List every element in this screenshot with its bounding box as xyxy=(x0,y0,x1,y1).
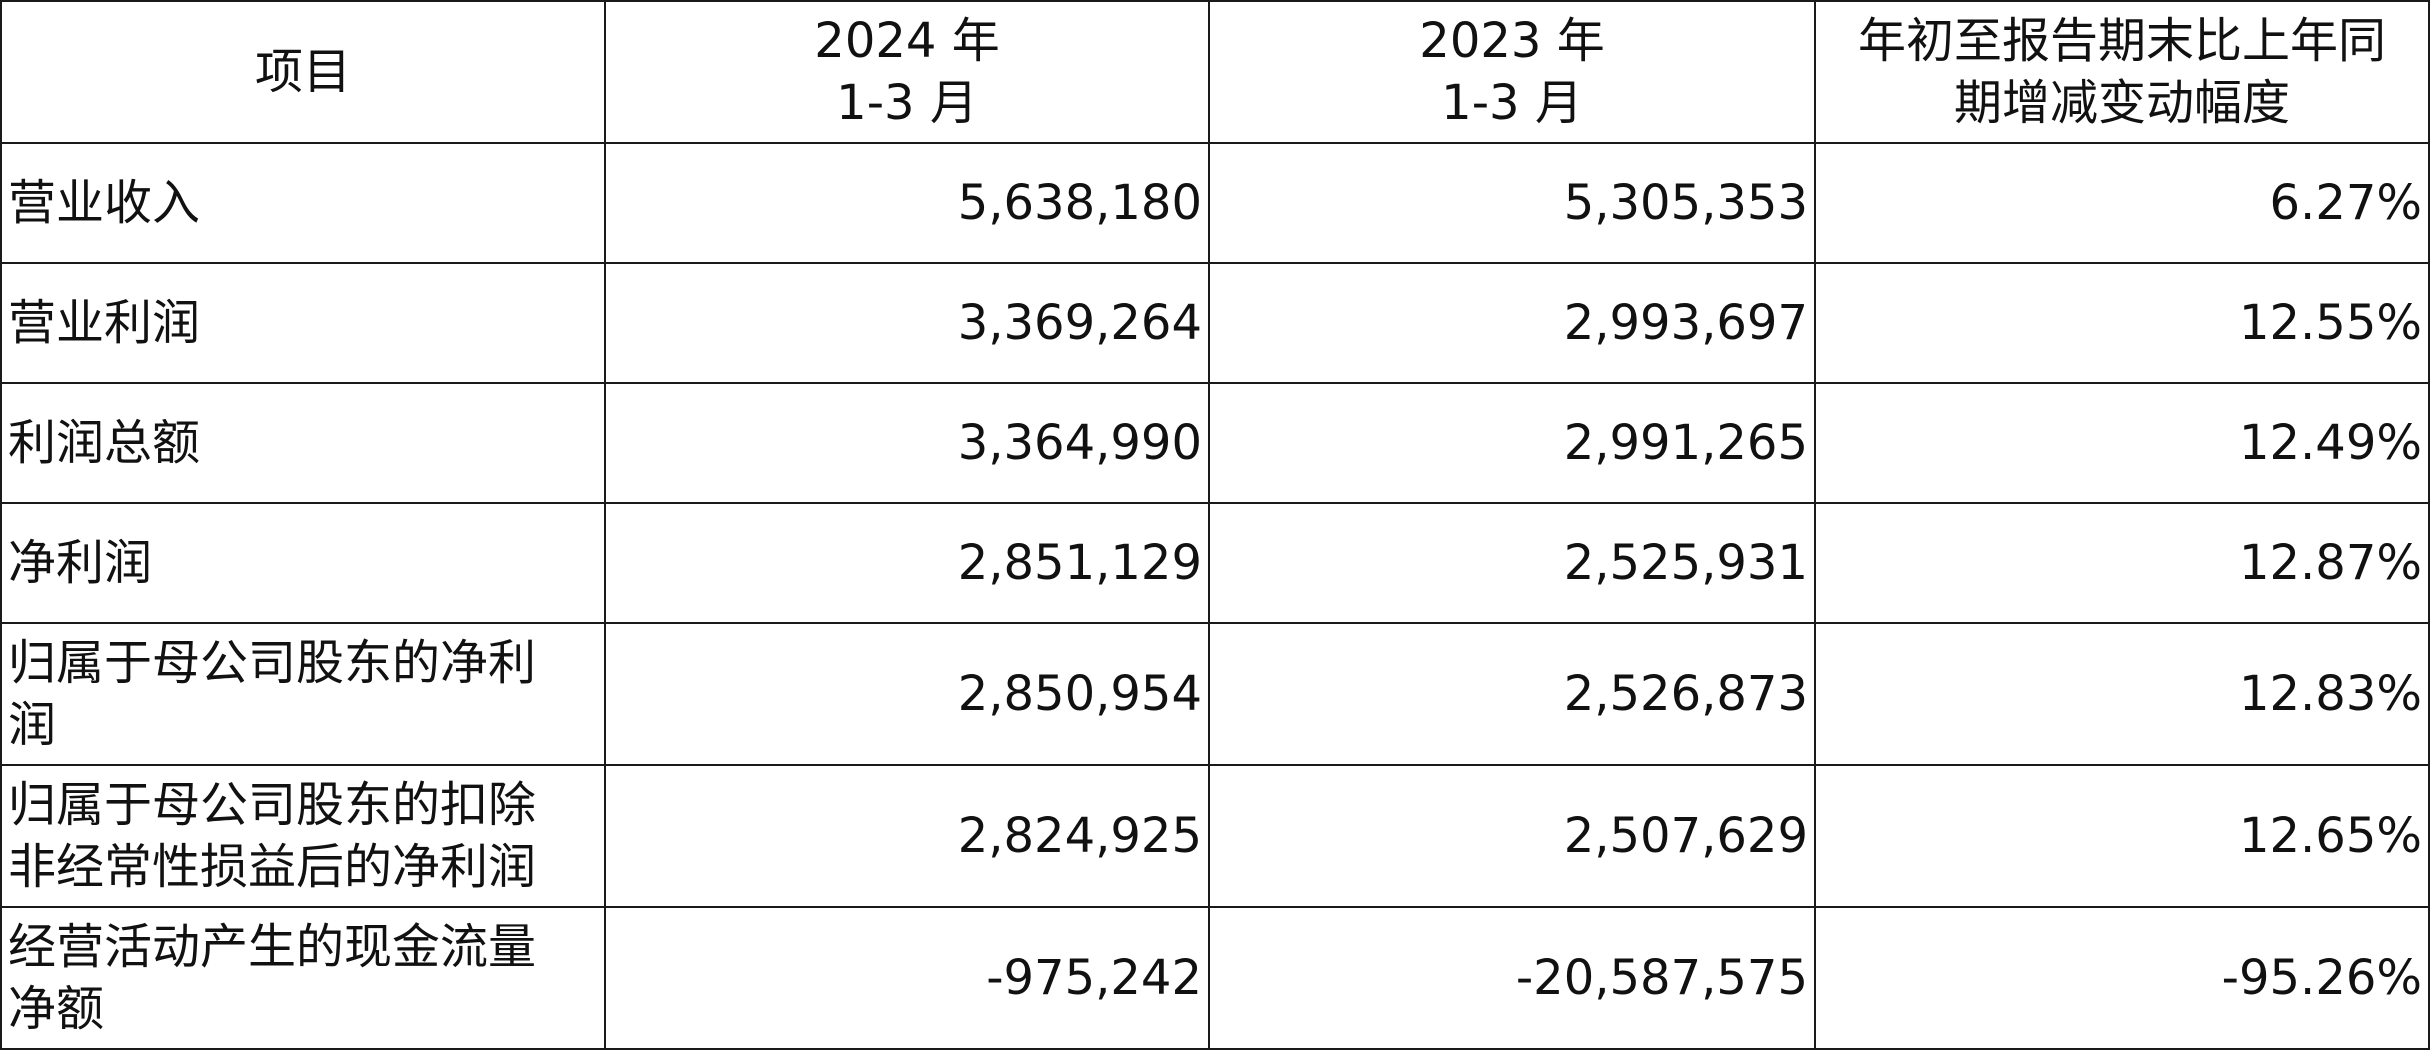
row-label-text: 归属于母公司股东的净利 xyxy=(8,635,537,691)
table-row: 归属于母公司股东的净利 润 2,850,954 2,526,873 12.83% xyxy=(0,622,2430,766)
row-label-text: 营业利润 xyxy=(8,295,201,351)
value-2023: 2,525,931 xyxy=(1208,502,1816,624)
value-2024: 2,851,129 xyxy=(604,502,1210,624)
header-item-label: 项目 xyxy=(254,44,351,100)
table-row: 营业收入 5,638,180 5,305,353 6.27% xyxy=(0,142,2430,264)
header-2023-period: 1-3 月 xyxy=(1441,75,1583,131)
header-change-line1: 年初至报告期末比上年同 xyxy=(1857,13,2386,69)
table-row: 利润总额 3,364,990 2,991,265 12.49% xyxy=(0,382,2430,504)
value-change: -95.26% xyxy=(1814,906,2430,1050)
value-2024: 2,850,954 xyxy=(604,622,1210,766)
header-2024-period: 1-3 月 xyxy=(836,75,978,131)
row-label: 营业利润 xyxy=(0,262,606,384)
row-label-text: 净利润 xyxy=(8,535,153,591)
value-2023: 5,305,353 xyxy=(1208,142,1816,264)
value-change: 12.49% xyxy=(1814,382,2430,504)
row-label-text: 非经常性损益后的净利润 xyxy=(8,839,537,895)
header-item: 项目 xyxy=(0,0,606,144)
value-2024: 3,369,264 xyxy=(604,262,1210,384)
row-label-text: 润 xyxy=(8,697,57,753)
value-2023: -20,587,575 xyxy=(1208,906,1816,1050)
row-label: 归属于母公司股东的扣除 非经常性损益后的净利润 xyxy=(0,764,606,908)
header-2024: 2024 年 1-3 月 xyxy=(604,0,1210,144)
row-label: 经营活动产生的现金流量 净额 xyxy=(0,906,606,1050)
table-row: 归属于母公司股东的扣除 非经常性损益后的净利润 2,824,925 2,507,… xyxy=(0,764,2430,908)
value-2024: 3,364,990 xyxy=(604,382,1210,504)
header-2023: 2023 年 1-3 月 xyxy=(1208,0,1816,144)
table-header-row: 项目 2024 年 1-3 月 2023 年 1-3 月 年初至报告期末比上年同… xyxy=(0,0,2430,144)
row-label: 归属于母公司股东的净利 润 xyxy=(0,622,606,766)
value-change: 12.65% xyxy=(1814,764,2430,908)
value-2023: 2,526,873 xyxy=(1208,622,1816,766)
header-change: 年初至报告期末比上年同 期增减变动幅度 xyxy=(1814,0,2430,144)
value-2023: 2,991,265 xyxy=(1208,382,1816,504)
value-2023: 2,507,629 xyxy=(1208,764,1816,908)
row-label-text: 营业收入 xyxy=(8,175,201,231)
value-2024: -975,242 xyxy=(604,906,1210,1050)
header-change-line2: 期增减变动幅度 xyxy=(1953,75,2290,131)
row-label-text: 净额 xyxy=(8,981,105,1037)
table-row: 经营活动产生的现金流量 净额 -975,242 -20,587,575 -95.… xyxy=(0,906,2430,1050)
value-2023: 2,993,697 xyxy=(1208,262,1816,384)
row-label-text: 利润总额 xyxy=(8,415,201,471)
row-label: 利润总额 xyxy=(0,382,606,504)
header-2024-year: 2024 年 xyxy=(814,13,1000,69)
row-label: 净利润 xyxy=(0,502,606,624)
value-2024: 5,638,180 xyxy=(604,142,1210,264)
value-change: 12.87% xyxy=(1814,502,2430,624)
row-label-text: 归属于母公司股东的扣除 xyxy=(8,777,537,833)
table-row: 净利润 2,851,129 2,525,931 12.87% xyxy=(0,502,2430,624)
row-label: 营业收入 xyxy=(0,142,606,264)
row-label-text: 经营活动产生的现金流量 xyxy=(8,919,537,975)
value-change: 6.27% xyxy=(1814,142,2430,264)
value-2024: 2,824,925 xyxy=(604,764,1210,908)
value-change: 12.55% xyxy=(1814,262,2430,384)
value-change: 12.83% xyxy=(1814,622,2430,766)
table-row: 营业利润 3,369,264 2,993,697 12.55% xyxy=(0,262,2430,384)
header-2023-year: 2023 年 xyxy=(1419,13,1605,69)
